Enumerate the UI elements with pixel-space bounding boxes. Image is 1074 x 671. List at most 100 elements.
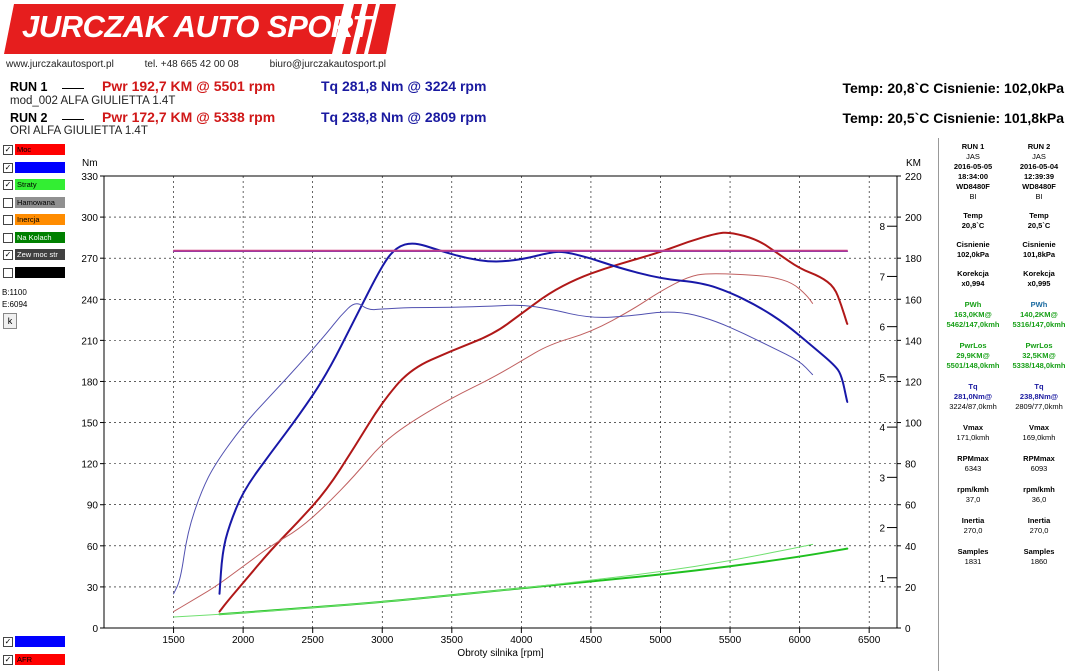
y-right-tick-label-5: 100 [905, 419, 922, 430]
run1-torque: Tq 281,8 Nm @ 3224 rpm [321, 78, 487, 94]
panel-rpmmax-label: RPMmax [957, 454, 989, 463]
legend-item-2[interactable]: ✓ Straty [3, 179, 65, 191]
legend-bottom-swatch-0 [15, 636, 65, 647]
y-left-tick-label-3: 90 [87, 501, 99, 512]
y-left-tick-label-11: 330 [81, 172, 98, 183]
panel-samples-label: Samples [957, 547, 989, 556]
run2-label: RUN 2 [10, 111, 48, 125]
legend-bottom-checkbox-1[interactable]: ✓ [3, 654, 13, 665]
afr-tick-label-2: 3 [879, 473, 885, 484]
panel-pwh: 140,2KM@ [1020, 310, 1058, 319]
panel-korekcja: x0,995 [1027, 279, 1051, 288]
panel-pwh-label: PWh [964, 300, 982, 309]
x-axis-label: Obroty silnika [rpm] [457, 648, 543, 659]
panel-press: 101,8kPa [1022, 250, 1056, 259]
panel-date: 2016-05-05 [953, 162, 993, 171]
x-tick-label-4: 3500 [441, 635, 464, 646]
y-left-tick-label-8: 240 [81, 295, 98, 306]
panel-korekcja: x0,994 [961, 279, 985, 288]
legend-checkbox-0[interactable]: ✓ [3, 145, 13, 155]
y-left-tick-label-2: 60 [87, 542, 99, 553]
panel-dyno: WD8480F [1022, 182, 1056, 191]
legend-bottom-item-1[interactable]: ✓ AFR [3, 653, 65, 666]
legend-bottom-item-0[interactable]: ✓ [3, 636, 65, 648]
panel-vmax-label: Vmax [962, 423, 983, 432]
panel-rpmkmh-label: rpm/kmh [957, 485, 989, 494]
panel-pwh-label: PWh [1030, 300, 1048, 309]
legend-checkbox-2[interactable]: ✓ [3, 180, 13, 190]
panel-samples: 1860 [1030, 557, 1048, 566]
panel-vmax-label: Vmax [1028, 423, 1049, 432]
series-line-0 [218, 231, 849, 613]
panel-pwrlos: 32,5KM@ [1022, 351, 1056, 360]
panel-press-label: Cisnienie [956, 240, 990, 249]
panel-samples: 1831 [964, 557, 982, 566]
afr-tick-label-1: 2 [879, 524, 885, 535]
y-right-tick-label-0: 0 [905, 624, 911, 635]
y-right-tick-label-9: 180 [905, 254, 922, 265]
plot-frame [103, 175, 898, 629]
website-text: www.jurczakautosport.pl [6, 59, 114, 70]
legend-item-7[interactable] [3, 266, 65, 279]
panel-rpmkmh-label: rpm/kmh [1023, 485, 1055, 494]
y-right-tick-label-3: 60 [905, 501, 917, 512]
legend-item-0[interactable]: ✓ Moc [3, 144, 65, 156]
y-left-tick-label-6: 180 [81, 377, 98, 388]
panel-mode: BI [1035, 192, 1043, 201]
panel-rpmmax: 6093 [1030, 464, 1048, 473]
series-line-5 [173, 543, 814, 618]
legend-swatch-4: Inercja [15, 214, 65, 225]
y-left-tick-label-10: 300 [81, 213, 98, 224]
series-line-2 [218, 242, 849, 595]
panel-rpmmax-label: RPMmax [1023, 454, 1055, 463]
legend-item-4[interactable]: Inercja [3, 214, 65, 226]
y-right-tick-label-11: 220 [905, 172, 922, 183]
run2-temp-pressure: Temp: 20,5`C Cisnienie: 101,8kPa [842, 110, 1065, 126]
panel-pwh-at: 5316/147,0kmh [1012, 320, 1066, 329]
legend-item-1[interactable]: ✓ [3, 161, 65, 174]
legend-item-6[interactable]: ✓ Zew moc str [3, 249, 65, 261]
contact-line: www.jurczakautosport.pl tel. +48 665 42 … [6, 59, 414, 70]
panel-temp: 20,5`C [1027, 221, 1051, 230]
afr-tick-label-4: 5 [879, 373, 885, 384]
x-tick-label-0: 1500 [162, 635, 185, 646]
y-left-tick-label-9: 270 [81, 254, 98, 265]
legend-checkbox-6[interactable]: ✓ [3, 250, 13, 260]
afr-tick-label-7: 8 [879, 222, 885, 233]
panel-tq-label: Tq [1034, 382, 1044, 391]
panel-inertia-label: Inertia [961, 516, 985, 525]
panel-title: RUN 2 [1027, 142, 1051, 151]
panel-mode: BI [969, 192, 977, 201]
legend-item-5[interactable]: Na Kolach [3, 231, 65, 244]
legend-bottom-swatch-1: AFR [15, 653, 65, 665]
panel-pwrlos-label: PwrLos [959, 341, 987, 350]
panel-dyno: WD8480F [956, 182, 990, 191]
panel-vmax: 169,0kmh [1022, 433, 1056, 442]
y-left-tick-label-1: 30 [87, 583, 99, 594]
run-info-panel: RUN 1 JAS 2016-05-05 18:34:00 WD8480F BI Temp 2… [938, 138, 1074, 671]
k-button[interactable]: k [3, 313, 17, 329]
legend-checkbox-7[interactable] [3, 267, 13, 278]
legend-checkbox-4[interactable] [3, 215, 13, 225]
afr-tick-label-3: 4 [879, 423, 885, 434]
legend-item-3[interactable]: Hamowana [3, 196, 65, 209]
legend-checkbox-5[interactable] [3, 232, 13, 243]
x-tick-label-10: 6500 [858, 635, 881, 646]
legend-checkbox-1[interactable]: ✓ [3, 162, 13, 173]
legend-checkbox-3[interactable] [3, 197, 13, 208]
x-tick-label-2: 2500 [302, 635, 325, 646]
run2-info-column: RUN 2 JAS 2016-05-04 12:39:39 WD8480F BI Temp 2… [1007, 142, 1071, 567]
panel-tq-at: 2809/77,0kmh [1015, 402, 1063, 411]
jurczak-logo [4, 4, 396, 54]
panel-rpmkmh: 36,0 [1031, 495, 1047, 504]
y-left-tick-label-5: 150 [81, 419, 98, 430]
legend-swatch-1 [15, 161, 65, 173]
legend-swatch-6: Zew moc str [15, 249, 65, 260]
y-right-tick-label-2: 40 [905, 542, 917, 553]
panel-temp-label: Temp [1029, 211, 1049, 220]
legend-swatch-3: Hamowana [15, 196, 65, 208]
panel-time: 12:39:39 [1023, 172, 1055, 181]
legend-bottom-checkbox-0[interactable]: ✓ [3, 637, 13, 647]
logo-text: JURCZAK AUTO SPORT [22, 9, 371, 44]
